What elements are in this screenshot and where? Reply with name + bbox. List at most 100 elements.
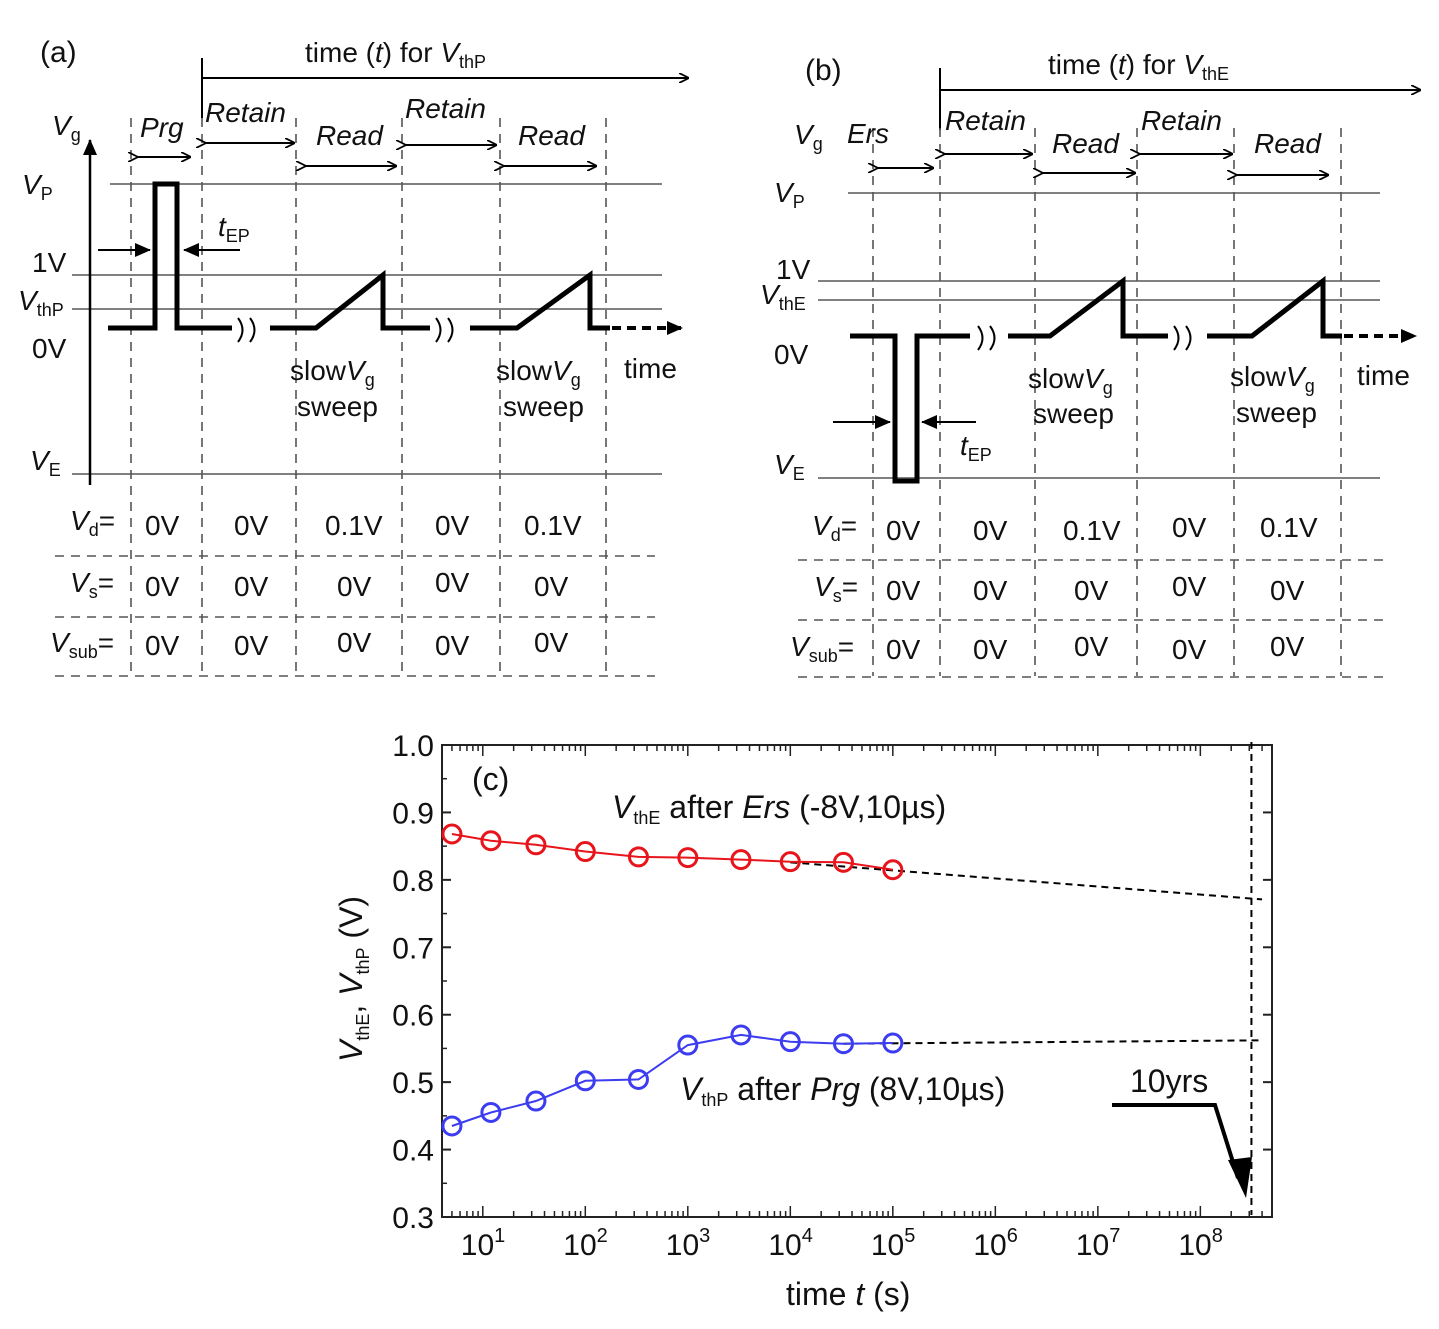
panel-a-phase-retain: Retain — [405, 93, 486, 124]
y-tick-label: 0.4 — [392, 1135, 434, 1168]
panel-a-cell: 0V — [337, 571, 372, 602]
panel-b-phase-ers: Ers — [847, 118, 889, 149]
y-tick-label: 0.5 — [392, 1067, 434, 1100]
panel-a-cell: 0V — [435, 630, 470, 661]
panel-b-cell: 0V — [886, 575, 921, 606]
data-point-vthe — [779, 851, 801, 873]
panel-a: (a) time (t) for VthP Prg Retain Read Re… — [18, 36, 688, 677]
panel-a-program-pulse — [108, 181, 232, 331]
panel-b-level-vp: VP — [774, 177, 805, 212]
panel-b-level-0v: 0V — [774, 339, 809, 370]
panel-b-cell: 0V — [1074, 575, 1109, 606]
panel-b-time-label: time — [1357, 360, 1410, 391]
panel-b-phase-retain: Retain — [1141, 105, 1222, 136]
x-tick-label: 107 — [1076, 1225, 1121, 1262]
series-label-vthp: VthP after Prg (8V,10µs) — [680, 1071, 1005, 1110]
x-tick-label: 104 — [768, 1225, 813, 1262]
panel-a-sweep-label: slowVg — [290, 355, 375, 390]
panel-b-time-axis-title: time (t) for VthE — [1048, 49, 1229, 84]
data-series — [441, 823, 904, 1137]
panel-a-tep-label: tEP — [218, 211, 250, 246]
panel-a-sweep-label: slowVg — [496, 355, 581, 390]
y-tick-label: 0.7 — [392, 932, 434, 965]
extrapolation-lines — [790, 861, 1263, 1045]
panel-b-tep-label: tEP — [960, 430, 992, 465]
x-tick-label: 108 — [1178, 1225, 1223, 1262]
y-tick-label: 1.0 — [392, 730, 434, 763]
x-tick-label: 106 — [973, 1225, 1018, 1262]
panel-b-phase-read: Read — [1254, 128, 1322, 159]
x-tick-label: 105 — [871, 1225, 916, 1262]
panel-a-phase-read: Read — [518, 120, 586, 151]
series-label-vthe: VthE after Ers (-8V,10µs) — [612, 789, 946, 828]
data-point-vthp — [441, 1115, 463, 1137]
panel-b-read-sweep — [1207, 275, 1342, 339]
panel-a-level-0v: 0V — [32, 333, 67, 364]
panel-b-cell: 0.1V — [1260, 512, 1318, 543]
panel-b-level-vthe: VthE — [760, 279, 806, 314]
x-tick-label: 102 — [563, 1225, 608, 1262]
panel-a-label: (a) — [40, 36, 77, 69]
ten-year-label: 10yrs — [1130, 1063, 1208, 1099]
panel-b-row-vd-label: Vd= — [812, 510, 857, 545]
panel-a-cell: 0V — [534, 627, 569, 658]
panel-b-cell: 0V — [1172, 512, 1207, 543]
panel-b-phase-read: Read — [1052, 128, 1120, 159]
panel-a-cell: 0.1V — [524, 510, 582, 541]
axis-ticks — [441, 744, 1273, 1218]
data-point-vthe — [574, 841, 596, 863]
panel-a-level-vp: VP — [22, 169, 53, 204]
data-point-vthp — [882, 1032, 904, 1054]
panel-b-cell: 0V — [1270, 575, 1305, 606]
data-point-vthp — [574, 1070, 596, 1092]
panel-b-level-ve: VE — [774, 449, 805, 484]
y-tick-label: 0.9 — [392, 797, 434, 830]
panel-a-sweep-label: sweep — [503, 391, 584, 422]
data-point-vthe — [677, 847, 699, 869]
panel-b-break-mark — [1173, 325, 1192, 351]
panel-b-cell: 0V — [973, 634, 1008, 665]
panel-a-row-vs-label: Vs= — [70, 567, 114, 602]
y-tick-label: 0.6 — [392, 1000, 434, 1033]
panel-a-level-vg: Vg — [52, 110, 81, 145]
panel-b-sweep-label: sweep — [1236, 397, 1317, 428]
panel-b-level-1v: 1V — [776, 254, 811, 285]
y-tick-label: 0.8 — [392, 865, 434, 898]
extrapolation-line — [843, 1039, 1263, 1045]
x-axis-label: time t (s) — [786, 1276, 910, 1312]
data-point-vthp — [525, 1090, 547, 1112]
extrapolation-line — [790, 861, 1263, 901]
data-point-vthp — [677, 1034, 699, 1056]
panel-a-cell: 0V — [145, 571, 180, 602]
panel-b-label: (b) — [805, 54, 842, 87]
panel-a-sweep-label: sweep — [297, 391, 378, 422]
panel-b-break-mark — [977, 325, 996, 351]
panel-a-phase-read: Read — [316, 120, 384, 151]
panel-b-row-vs-label: Vs= — [814, 571, 858, 606]
panel-a-read-sweep — [270, 269, 430, 331]
panel-a-cell: 0V — [145, 630, 180, 661]
panel-a-break-mark — [435, 317, 454, 343]
panel-b-read-sweep — [1008, 275, 1168, 339]
panel-a-time-axis-title: time (t) for VthP — [305, 37, 486, 72]
data-point-vthe — [882, 859, 904, 881]
panel-b-cell: 0.1V — [1063, 515, 1121, 546]
panel-a-row-vd-label: Vd= — [70, 505, 115, 540]
data-point-vthe — [480, 830, 502, 852]
panel-b-cell: 0V — [1172, 571, 1207, 602]
data-point-vthe — [525, 834, 547, 856]
data-point-vthp — [627, 1068, 649, 1090]
y-tick-labels: 0.3 0.4 0.5 0.6 0.7 0.8 0.9 1.0 — [392, 730, 434, 1235]
series-line-vthe — [451, 833, 893, 871]
data-point-vthp — [480, 1101, 502, 1123]
panel-a-cell: 0V — [234, 630, 269, 661]
data-point-vthe — [441, 823, 463, 845]
panel-a-level-vthp: VthP — [18, 285, 64, 320]
data-point-vthp — [730, 1024, 752, 1046]
panel-a-cell: 0V — [337, 627, 372, 658]
panel-b-phase-retain: Retain — [945, 105, 1026, 136]
panel-b-cell: 0V — [886, 515, 921, 546]
y-tick-label: 0.3 — [392, 1202, 434, 1235]
panel-b-erase-pulse — [850, 333, 970, 484]
